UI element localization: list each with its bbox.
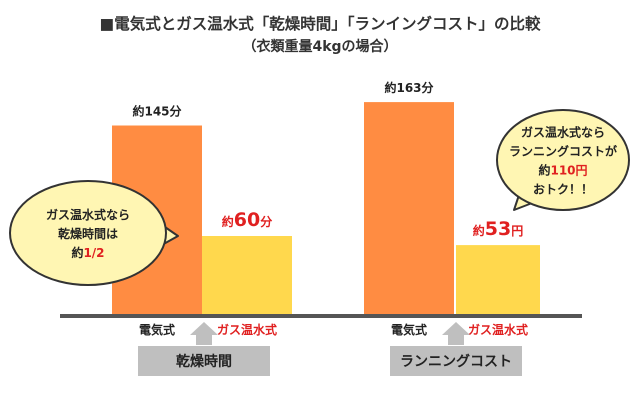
up-arrow-icon	[442, 322, 470, 345]
callout-text: 約1/2	[71, 245, 104, 260]
group-tag-drying-time: 乾燥時間	[138, 346, 270, 376]
category-label: ガス温水式	[468, 322, 528, 337]
value-label: 約53円	[473, 218, 523, 240]
group-tag-running-cost: ランニングコスト	[390, 346, 522, 376]
value-label: 約163分	[384, 80, 433, 95]
bar-gas-running-cost	[456, 245, 540, 314]
category-label: 電気式	[139, 322, 175, 337]
chart-subtitle: （衣類重量4kgの場合）	[242, 39, 398, 55]
up-arrow-icon	[190, 322, 218, 345]
callout-text: おトク！！	[533, 183, 593, 197]
value-label: 約60分	[222, 209, 272, 231]
value-label: 約145分	[132, 104, 181, 119]
callout-text: 乾燥時間は	[58, 226, 118, 241]
category-label: ガス温水式	[217, 322, 277, 337]
callout-text: ランニングコストが	[509, 144, 617, 159]
callout-text: ガス温水式なら	[46, 207, 130, 222]
callout-text: 約110円	[538, 163, 587, 178]
bar-gas-drying-time	[202, 236, 292, 314]
bar-electric-running-cost	[364, 102, 454, 314]
chart-title: ■電気式とガス温水式「乾燥時間」「ランイングコスト」の比較	[99, 15, 541, 33]
category-label: 電気式	[391, 322, 427, 337]
callout-text: ガス温水式なら	[521, 125, 605, 140]
